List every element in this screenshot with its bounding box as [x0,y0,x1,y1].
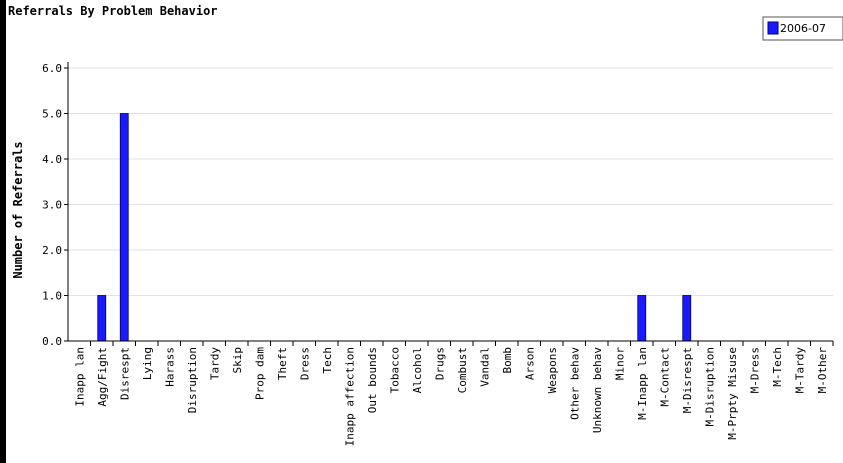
x-tick-label: Tobacco [388,347,401,393]
x-tick-label: M-Dress [748,347,761,393]
x-tick-label: Inapp lan [73,347,86,407]
x-tick-label: Dress [298,347,311,380]
bar [682,295,692,342]
x-tick-label: Tardy [208,347,221,380]
y-tick-label: 1.0 [42,290,62,303]
x-tick-label: Out bounds [366,347,379,413]
x-tick-label: Weapons [546,347,559,393]
bar [637,295,647,342]
x-tick-label: Prop dam [253,347,266,400]
x-tick-label: M-Contact [658,347,671,407]
y-tick-label: 2.0 [42,244,62,257]
x-tick-label: M-Disrespt [681,347,694,413]
x-tick-label: Disrespt [118,347,131,400]
x-tick-label: Harass [163,347,176,387]
chart-frame: Referrals By Problem Behavior Number of … [6,0,843,463]
x-tick-label: Arson [523,347,536,380]
y-tick-label: 3.0 [42,199,62,212]
bar [97,295,107,342]
x-tick-label: Agg/Fight [96,347,109,407]
y-tick-label: 6.0 [42,62,62,75]
bar [119,113,129,342]
x-tick-label: Alcohol [411,347,424,393]
x-tick-label: M-Inapp lan [636,347,649,420]
x-tick-label: Drugs [433,347,446,380]
x-tick-label: Bomb [501,347,514,374]
x-tick-label: Other behav [568,347,581,420]
x-tick-label: Vandal [478,347,491,387]
x-tick-label: M-Other [816,347,829,394]
y-tick-label: 0.0 [42,335,62,348]
legend-label: 2006-07 [780,22,826,35]
chart-title: Referrals By Problem Behavior [8,4,218,18]
y-axis-label: Number of Referrals [11,141,25,278]
legend: 2006-07 [762,16,843,41]
x-tick-label: Tech [321,347,334,374]
x-tick-label: Inapp affection [343,347,356,446]
x-tick-label: Minor [613,347,626,380]
bar-chart: Referrals By Problem Behavior Number of … [8,4,843,446]
legend-swatch [767,21,779,35]
x-tick-label: M-Disruption [703,347,716,426]
x-tick-label: Skip [231,347,244,374]
x-tick-label: Unknown behav [591,347,604,433]
x-tick-label: Lying [141,347,154,380]
x-tick-label: Disruption [186,347,199,413]
legend-frame [762,16,843,41]
x-tick-label: M-Prpty Misuse [726,347,739,440]
y-tick-label: 5.0 [42,108,62,121]
x-tick-label: M-Tech [771,347,784,387]
x-tick-label: Combust [456,347,469,393]
x-tick-label: M-Tardy [793,347,806,394]
x-tick-label: Theft [276,347,289,380]
y-tick-label: 4.0 [42,153,62,166]
